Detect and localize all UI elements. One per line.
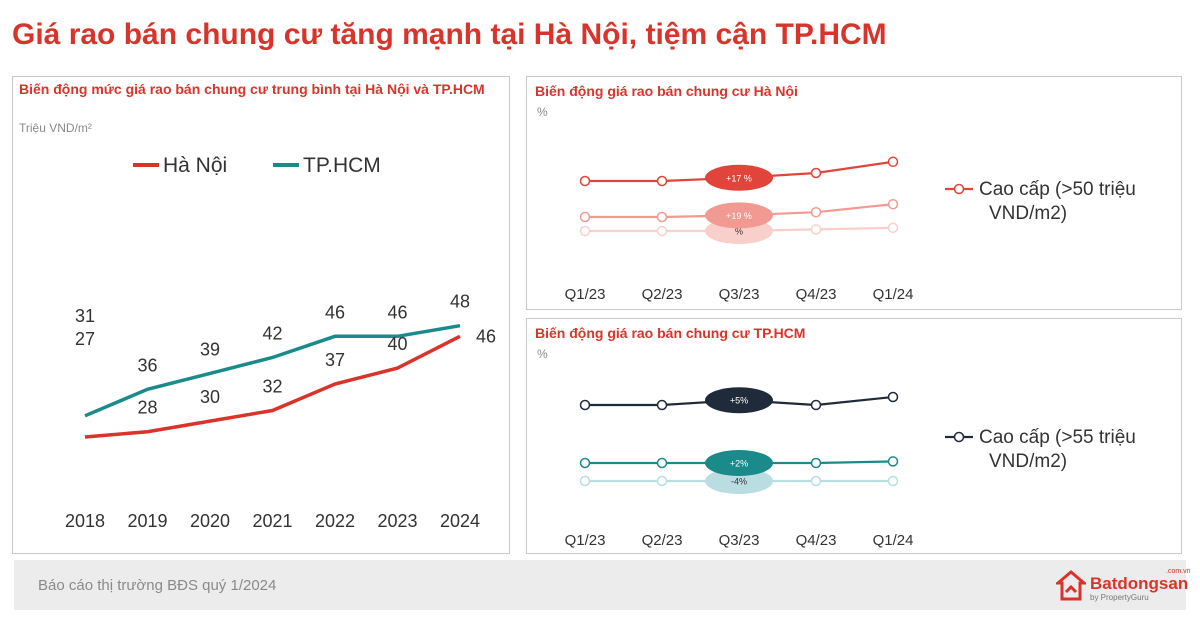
series-point: [656, 475, 668, 487]
hcm-change-unit: %: [537, 347, 548, 361]
series-point: [579, 175, 591, 187]
price-trend-panel: Biến động mức giá rao bán chung cư trung…: [12, 76, 510, 554]
change-bubble: [705, 450, 773, 476]
series-point: [656, 211, 668, 223]
series-point: [656, 399, 668, 411]
legend-label: Cao cấp (>55 triệu VND/m2): [979, 427, 1136, 472]
legend-label: Hà Nội: [163, 154, 227, 177]
house-icon: [1056, 570, 1086, 601]
price-trend-chart: 2018 2019 2020 2021 2022 2023 2024 Hà Nội TP.HCM…: [65, 154, 496, 531]
hcm-data-label: 31: [75, 306, 95, 326]
series-point: [810, 206, 822, 218]
series-point: [887, 222, 899, 234]
logo-sub: by PropertyGuru: [1090, 593, 1149, 602]
series-point: [887, 475, 899, 487]
hanoi-change-panel: Biến động giá rao bán chung cư Hà Nội % …: [526, 76, 1182, 310]
change-label: -4%: [731, 477, 747, 487]
hcm-data-label: 42: [262, 324, 282, 344]
series-point: [579, 475, 591, 487]
price-trend-unit: Triệu VND/m²: [19, 121, 92, 135]
change-label: +5%: [730, 396, 748, 406]
series-point: [887, 156, 899, 168]
footer-source: Báo cáo thị trường BĐS quý 1/2024: [38, 577, 277, 594]
hcm-line: [84, 323, 461, 418]
hanoi-data-label: 27: [75, 329, 95, 349]
series-point: [810, 457, 822, 469]
hanoi-data-label: 28: [137, 398, 157, 418]
hanoi-change-chart: Q1/23 Q2/23 Q3/23 Q4/23 Q1/24% +19 % +17 % Cao …: [565, 156, 1136, 303]
hanoi-data-label: 40: [387, 334, 407, 354]
legend-label: Cao cấp (>50 triệu VND/m2): [979, 179, 1136, 224]
hcm-change-chart-title: Biến động giá rao bán chung cư TP.HCM: [535, 325, 806, 341]
change-bubble: [705, 164, 773, 191]
change-label: +2%: [730, 459, 748, 469]
legend-marker: [953, 431, 965, 443]
legend-marker: [953, 183, 965, 195]
hcm-data-label: 46: [387, 302, 407, 322]
hanoi-change-unit: %: [537, 105, 548, 119]
footer: Báo cáo thị trường BĐS quý 1/2024 Batdon…: [14, 560, 1191, 610]
series-point: [656, 175, 668, 187]
series-point: [887, 391, 899, 403]
batdongsan-logo: Batdongsan by PropertyGuru .com.vn: [1054, 568, 1191, 604]
legend-label: TP.HCM: [303, 154, 381, 177]
x-tick-label: 2023: [377, 511, 417, 531]
hanoi-change-chart-title: Biến động giá rao bán chung cư Hà Nội: [535, 83, 798, 99]
logo-domain: .com.vn: [1166, 568, 1191, 575]
page-title: Giá rao bán chung cư tăng mạnh tại Hà Nộ…: [12, 18, 887, 51]
hanoi-data-label: 46: [476, 326, 496, 346]
series-point: [579, 225, 591, 237]
x-tick-label: Q1/23: [565, 286, 606, 303]
change-bubble: [705, 202, 773, 229]
series-point: [887, 198, 899, 210]
x-tick-label: 2018: [65, 511, 105, 531]
hcm-change-panel: Biến động giá rao bán chung cư TP.HCM % …: [526, 318, 1182, 554]
x-tick-label: 2020: [190, 511, 230, 531]
change-label: +19 %: [726, 211, 752, 221]
x-tick-label: 2019: [127, 511, 167, 531]
series-point: [810, 399, 822, 411]
x-tick-label: Q4/23: [796, 286, 837, 303]
hanoi-data-label: 37: [325, 350, 345, 370]
hcm-data-label: 46: [325, 302, 345, 322]
hanoi-data-label: 30: [200, 387, 220, 407]
x-tick-label: Q3/23: [719, 532, 760, 549]
hanoi-data-label: 32: [262, 377, 282, 397]
price-trend-chart-title: Biến động mức giá rao bán chung cư trung…: [19, 81, 485, 97]
change-bubble: [705, 468, 773, 494]
x-tick-label: Q2/23: [642, 286, 683, 303]
hcm-data-label: 36: [137, 355, 157, 375]
hcm-data-label: 48: [450, 292, 470, 312]
x-tick-label: Q4/23: [796, 532, 837, 549]
series-point: [579, 399, 591, 411]
series-point: [656, 457, 668, 469]
hcm-data-label: 39: [200, 339, 220, 359]
x-tick-label: Q1/24: [873, 286, 914, 303]
x-tick-label: 2021: [252, 511, 292, 531]
series-point: [810, 475, 822, 487]
change-label: +17 %: [726, 173, 752, 183]
series-point: [810, 167, 822, 179]
x-tick-label: Q1/23: [565, 532, 606, 549]
series-point: [579, 211, 591, 223]
series-point: [810, 224, 822, 235]
series-point: [656, 225, 668, 237]
x-tick-label: 2022: [315, 511, 355, 531]
change-bubble: [705, 387, 773, 414]
x-tick-label: Q1/24: [873, 532, 914, 549]
x-tick-label: 2024: [440, 511, 480, 531]
change-label: %: [735, 227, 743, 237]
logo-name: Batdongsan: [1090, 574, 1189, 593]
x-tick-label: Q3/23: [719, 286, 760, 303]
hcm-change-chart: Q1/23 Q2/23 Q3/23 Q4/23 Q1/24 -4% +2% +5% Cao cấ…: [565, 387, 1136, 549]
x-tick-label: Q2/23: [642, 532, 683, 549]
series-point: [579, 457, 591, 469]
series-point: [887, 456, 899, 467]
hanoi-line: [84, 334, 461, 439]
